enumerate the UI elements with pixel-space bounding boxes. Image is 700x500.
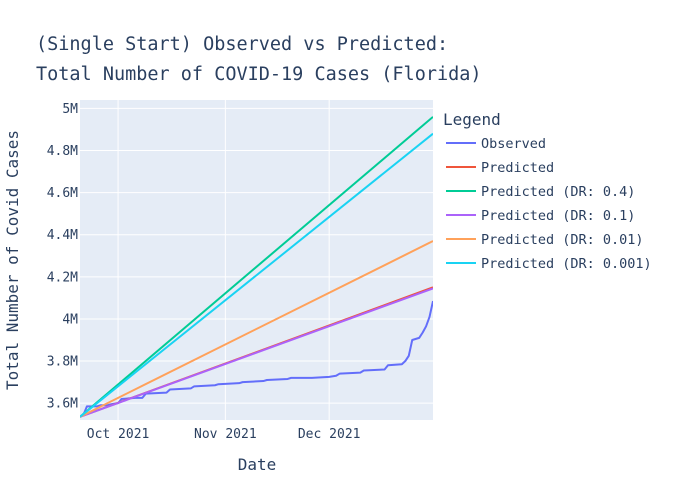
y-tick-label: 5M [62,102,78,117]
x-axis-title: Date [238,455,277,474]
series-line-predicted-dr-0-4 [80,116,433,418]
legend-label: Observed [481,136,546,152]
legend[interactable]: Legend Observed Predicted Predicted (DR: 0… [443,110,652,272]
chart-title: (Single Start) Observed vs Predicted: To… [36,34,482,85]
y-axis-ticks: 3.6M 3.8M 4M 4.2M 4.4M 4.6M 4.8M 5M [47,102,78,412]
x-tick-label: Dec 2021 [298,427,361,442]
chart-title-line-2: Total Number of COVID-19 Cases (Florida) [36,64,482,85]
y-tick-label: 4M [62,312,78,327]
legend-item-observed[interactable]: Observed [446,136,546,152]
y-tick-label: 3.6M [47,397,78,412]
x-tick-label: Nov 2021 [194,427,257,442]
legend-title: Legend [443,110,501,129]
y-tick-label: 4.4M [47,228,78,243]
legend-label: Predicted (DR: 0.001) [481,256,652,272]
legend-label: Predicted (DR: 0.01) [481,232,644,248]
series-line-predicted-dr-0-001 [80,132,433,418]
y-tick-label: 3.8M [47,355,78,370]
series-line-predicted-dr-0-1 [80,287,433,418]
grid-lines [80,100,433,420]
series-lines [80,116,433,418]
y-tick-label: 4.8M [47,144,78,159]
legend-item-predicted[interactable]: Predicted [446,160,554,176]
legend-item-predicted-dr-0-1[interactable]: Predicted (DR: 0.1) [446,208,635,224]
y-tick-label: 4.6M [47,186,78,201]
legend-label: Predicted [481,160,554,176]
legend-item-predicted-dr-0-001[interactable]: Predicted (DR: 0.001) [446,256,652,272]
x-axis-ticks: Oct 2021 Nov 2021 Dec 2021 [87,427,361,442]
legend-label: Predicted (DR: 0.4) [481,184,635,200]
legend-item-predicted-dr-0-01[interactable]: Predicted (DR: 0.01) [446,232,644,248]
series-line-predicted-dr-0-01 [80,240,433,418]
chart-title-line-1: (Single Start) Observed vs Predicted: [36,34,448,55]
legend-items[interactable]: Observed Predicted Predicted (DR: 0.4) Pred… [446,136,652,272]
x-tick-label: Oct 2021 [87,427,150,442]
legend-item-predicted-dr-0-4[interactable]: Predicted (DR: 0.4) [446,184,635,200]
y-axis-title: Total Number of Covid Cases [3,130,22,390]
y-tick-label: 4.2M [47,270,78,285]
legend-label: Predicted (DR: 0.1) [481,208,635,224]
